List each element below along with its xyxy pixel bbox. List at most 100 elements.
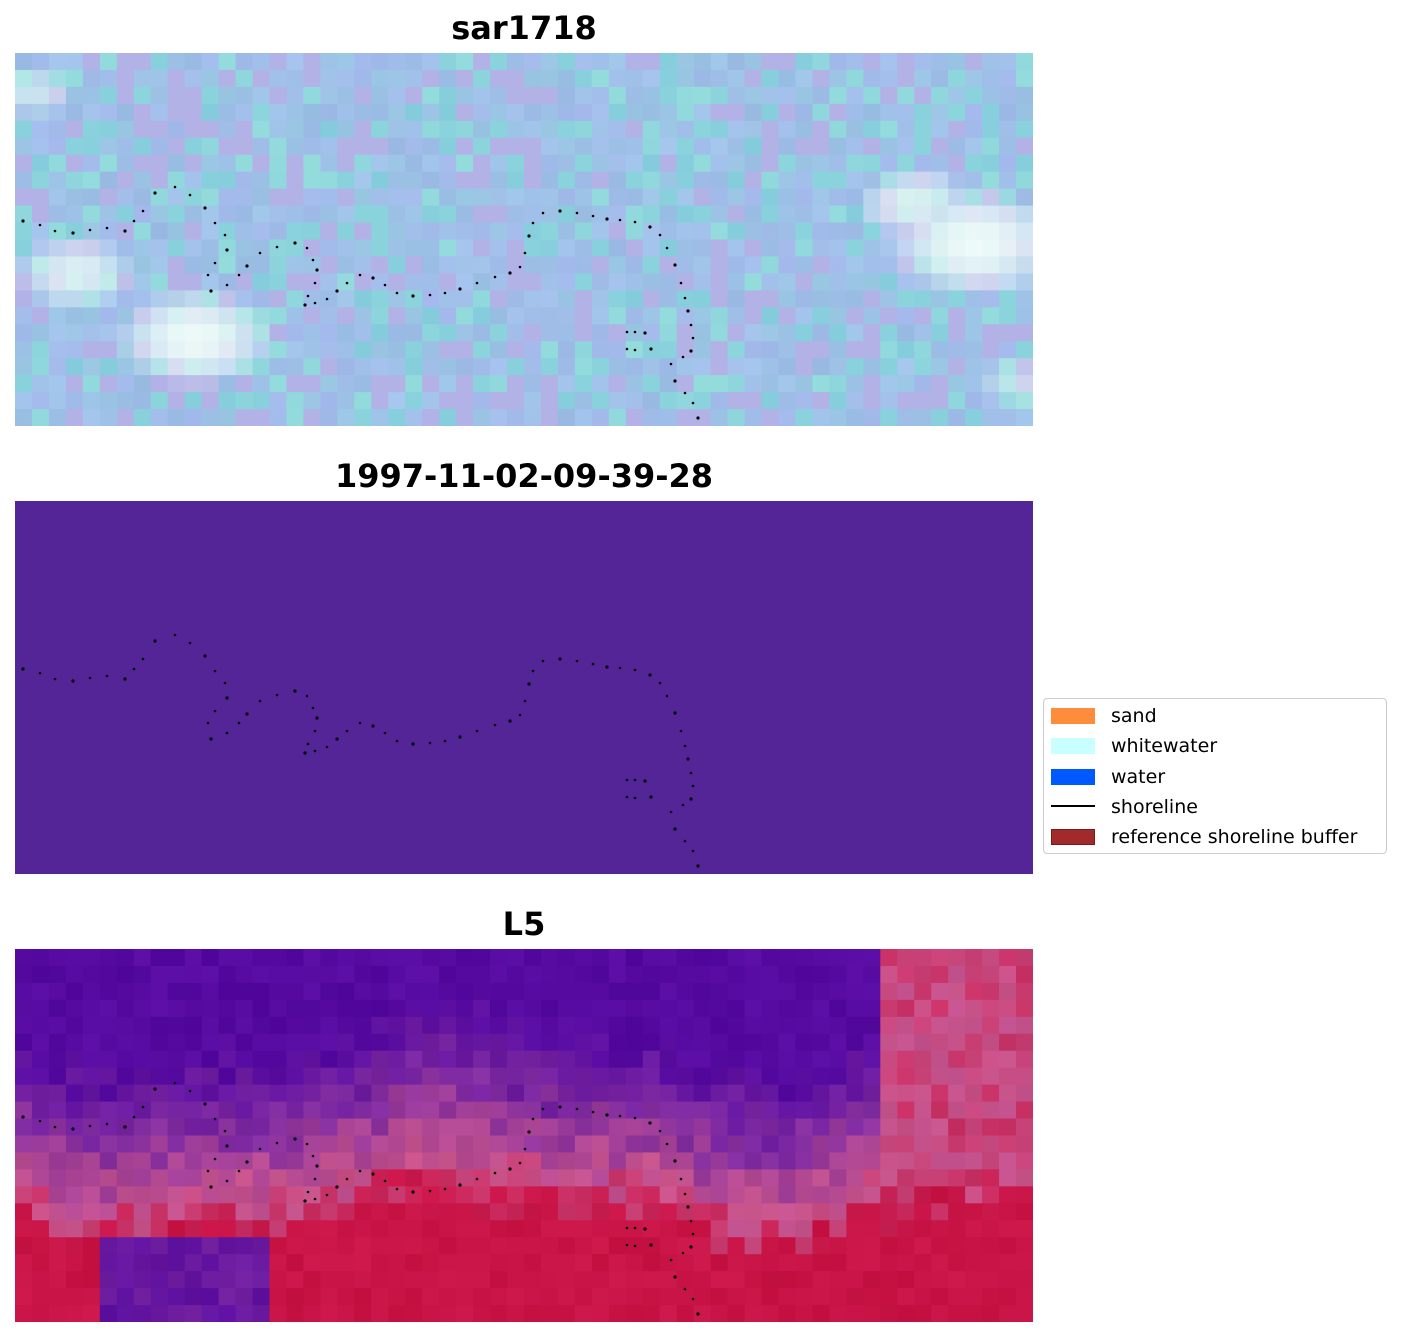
shoreline-point [411, 294, 415, 298]
shoreline-point [691, 849, 695, 853]
shoreline-point [123, 229, 127, 233]
shoreline-point [188, 193, 192, 197]
shoreline-point [206, 1169, 210, 1173]
shoreline-point [558, 209, 562, 213]
shoreline-point [658, 1129, 662, 1133]
shoreline-point [658, 681, 662, 685]
shoreline-point [669, 810, 673, 814]
shoreline-point [237, 721, 241, 725]
shoreline-point [689, 1245, 693, 1249]
shoreline-point [209, 289, 213, 293]
shoreline-point [683, 744, 687, 748]
shoreline-point [335, 1185, 339, 1189]
shoreline-point [315, 268, 319, 272]
shoreline-point [325, 1193, 329, 1197]
shoreline-point [691, 1232, 695, 1236]
image-pixels [15, 949, 1033, 1322]
shoreline-point [293, 1137, 297, 1141]
shoreline-point [88, 1124, 92, 1128]
shoreline-point [696, 1312, 700, 1316]
shoreline-point [21, 667, 25, 671]
shoreline-point [225, 696, 229, 700]
shoreline-point [686, 309, 690, 313]
shoreline-point [173, 1081, 177, 1085]
shoreline-point [518, 1161, 522, 1165]
shoreline-point [88, 228, 92, 232]
shoreline-point [213, 221, 217, 225]
shoreline-point [311, 258, 315, 262]
shoreline-point [71, 1127, 75, 1131]
shoreline-point [258, 699, 262, 703]
shoreline-point [633, 1116, 637, 1120]
shoreline [21, 1081, 700, 1316]
shoreline-point [591, 662, 595, 666]
shoreline-point [315, 716, 319, 720]
shoreline-point [53, 1125, 57, 1129]
whitewater-swatch [1051, 738, 1095, 754]
shoreline-point [293, 689, 297, 693]
shoreline-point [575, 659, 579, 663]
shoreline-point [527, 1130, 531, 1134]
shoreline-point [141, 657, 145, 661]
shoreline-point [591, 214, 595, 218]
shoreline-point [71, 679, 75, 683]
shoreline-point [209, 1185, 213, 1189]
shoreline-point [683, 296, 687, 300]
shoreline-point [188, 641, 192, 645]
shoreline-point [245, 712, 249, 716]
shoreline-point [649, 347, 653, 351]
shoreline-point [458, 287, 462, 291]
shoreline [21, 185, 700, 420]
shoreline-point [648, 225, 652, 229]
shoreline-point [358, 1169, 362, 1173]
legend-label: reference shoreline buffer [1111, 826, 1358, 848]
shoreline-point [618, 666, 622, 670]
shoreline-point [206, 721, 210, 725]
shoreline-point [245, 264, 249, 268]
shoreline-point [38, 223, 42, 227]
shoreline-point [669, 362, 673, 366]
shoreline-point [325, 745, 329, 749]
classification-fill [15, 501, 1033, 874]
shoreline-point [306, 1190, 310, 1194]
shoreline-line-swatch [1051, 805, 1095, 807]
shoreline-point [383, 1179, 387, 1183]
shoreline-point [123, 1125, 127, 1129]
shoreline-point [605, 217, 609, 221]
shoreline-point [141, 1105, 145, 1109]
shoreline-point [335, 289, 339, 293]
shoreline-point [475, 729, 479, 733]
shoreline-point [383, 283, 387, 287]
shoreline-point [633, 220, 637, 224]
shoreline-point [686, 1205, 690, 1209]
shoreline-point [658, 233, 662, 237]
shoreline-point [358, 721, 362, 725]
shoreline-point [132, 1115, 136, 1119]
shoreline-point [575, 1107, 579, 1111]
ndwi-image-panel [15, 949, 1033, 1322]
shoreline-point [518, 713, 522, 717]
shoreline-point [683, 1192, 687, 1196]
shoreline-point [625, 347, 629, 351]
shoreline-point [696, 416, 700, 420]
shoreline-point [689, 349, 693, 353]
shoreline [21, 633, 700, 868]
shoreline-point [223, 681, 227, 685]
shoreline-point [88, 676, 92, 680]
shoreline-point [625, 1243, 629, 1247]
shoreline-point [691, 401, 695, 405]
shoreline-point [225, 731, 229, 735]
legend-label: sand [1111, 705, 1157, 727]
shoreline-point [313, 729, 317, 733]
shoreline-point [681, 1251, 685, 1255]
sand-swatch [1051, 708, 1095, 724]
shoreline-point [306, 742, 310, 746]
shoreline-point [258, 1147, 262, 1151]
shoreline-point [558, 1105, 562, 1109]
shoreline-point [443, 1187, 447, 1191]
shoreline-point [686, 757, 690, 761]
rgb-image [15, 53, 1033, 426]
shoreline-point [21, 219, 25, 223]
shoreline-point [681, 355, 685, 359]
shoreline-point [311, 706, 315, 710]
